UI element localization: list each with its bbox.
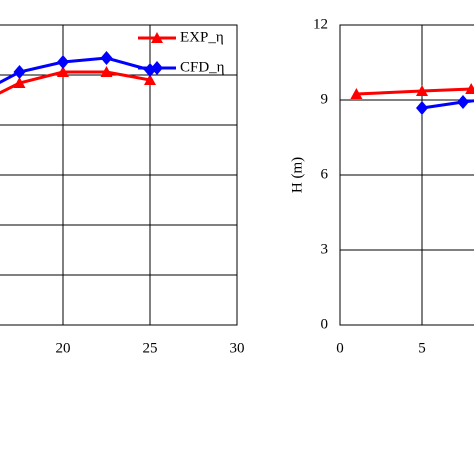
y-tick-label: 12 <box>313 16 328 32</box>
line-series <box>0 70 151 95</box>
data-point <box>416 85 428 96</box>
legend-marker <box>151 32 163 43</box>
legend-label: EXP_η <box>180 29 224 45</box>
y-tick-label: 0 <box>321 316 329 332</box>
y-tick-label: 6 <box>321 166 329 182</box>
data-point <box>457 95 469 109</box>
plot-frame <box>0 24 238 326</box>
legend-label: CFD_η <box>180 59 225 75</box>
data-point <box>144 74 156 85</box>
data-point <box>465 83 474 94</box>
data-point <box>100 66 113 77</box>
x-tick-label: 5 <box>418 340 426 356</box>
x-tick-label: 25 <box>143 340 158 356</box>
data-point <box>350 88 363 99</box>
legend-marker <box>151 61 163 75</box>
line-series <box>356 87 474 96</box>
plot-frame <box>339 24 474 326</box>
data-point <box>13 65 26 79</box>
x-tick-label: 0 <box>336 340 344 356</box>
x-tick-label: 30 <box>230 340 245 356</box>
data-point <box>57 55 69 69</box>
y-tick-label: 9 <box>321 91 329 107</box>
data-point <box>100 51 113 65</box>
data-point <box>416 101 428 115</box>
y-tick-label: 3 <box>321 241 329 257</box>
data-point <box>13 77 26 88</box>
x-tick-label: 20 <box>56 340 71 356</box>
y-axis-label: H (m) <box>289 157 305 193</box>
data-point <box>57 66 69 77</box>
